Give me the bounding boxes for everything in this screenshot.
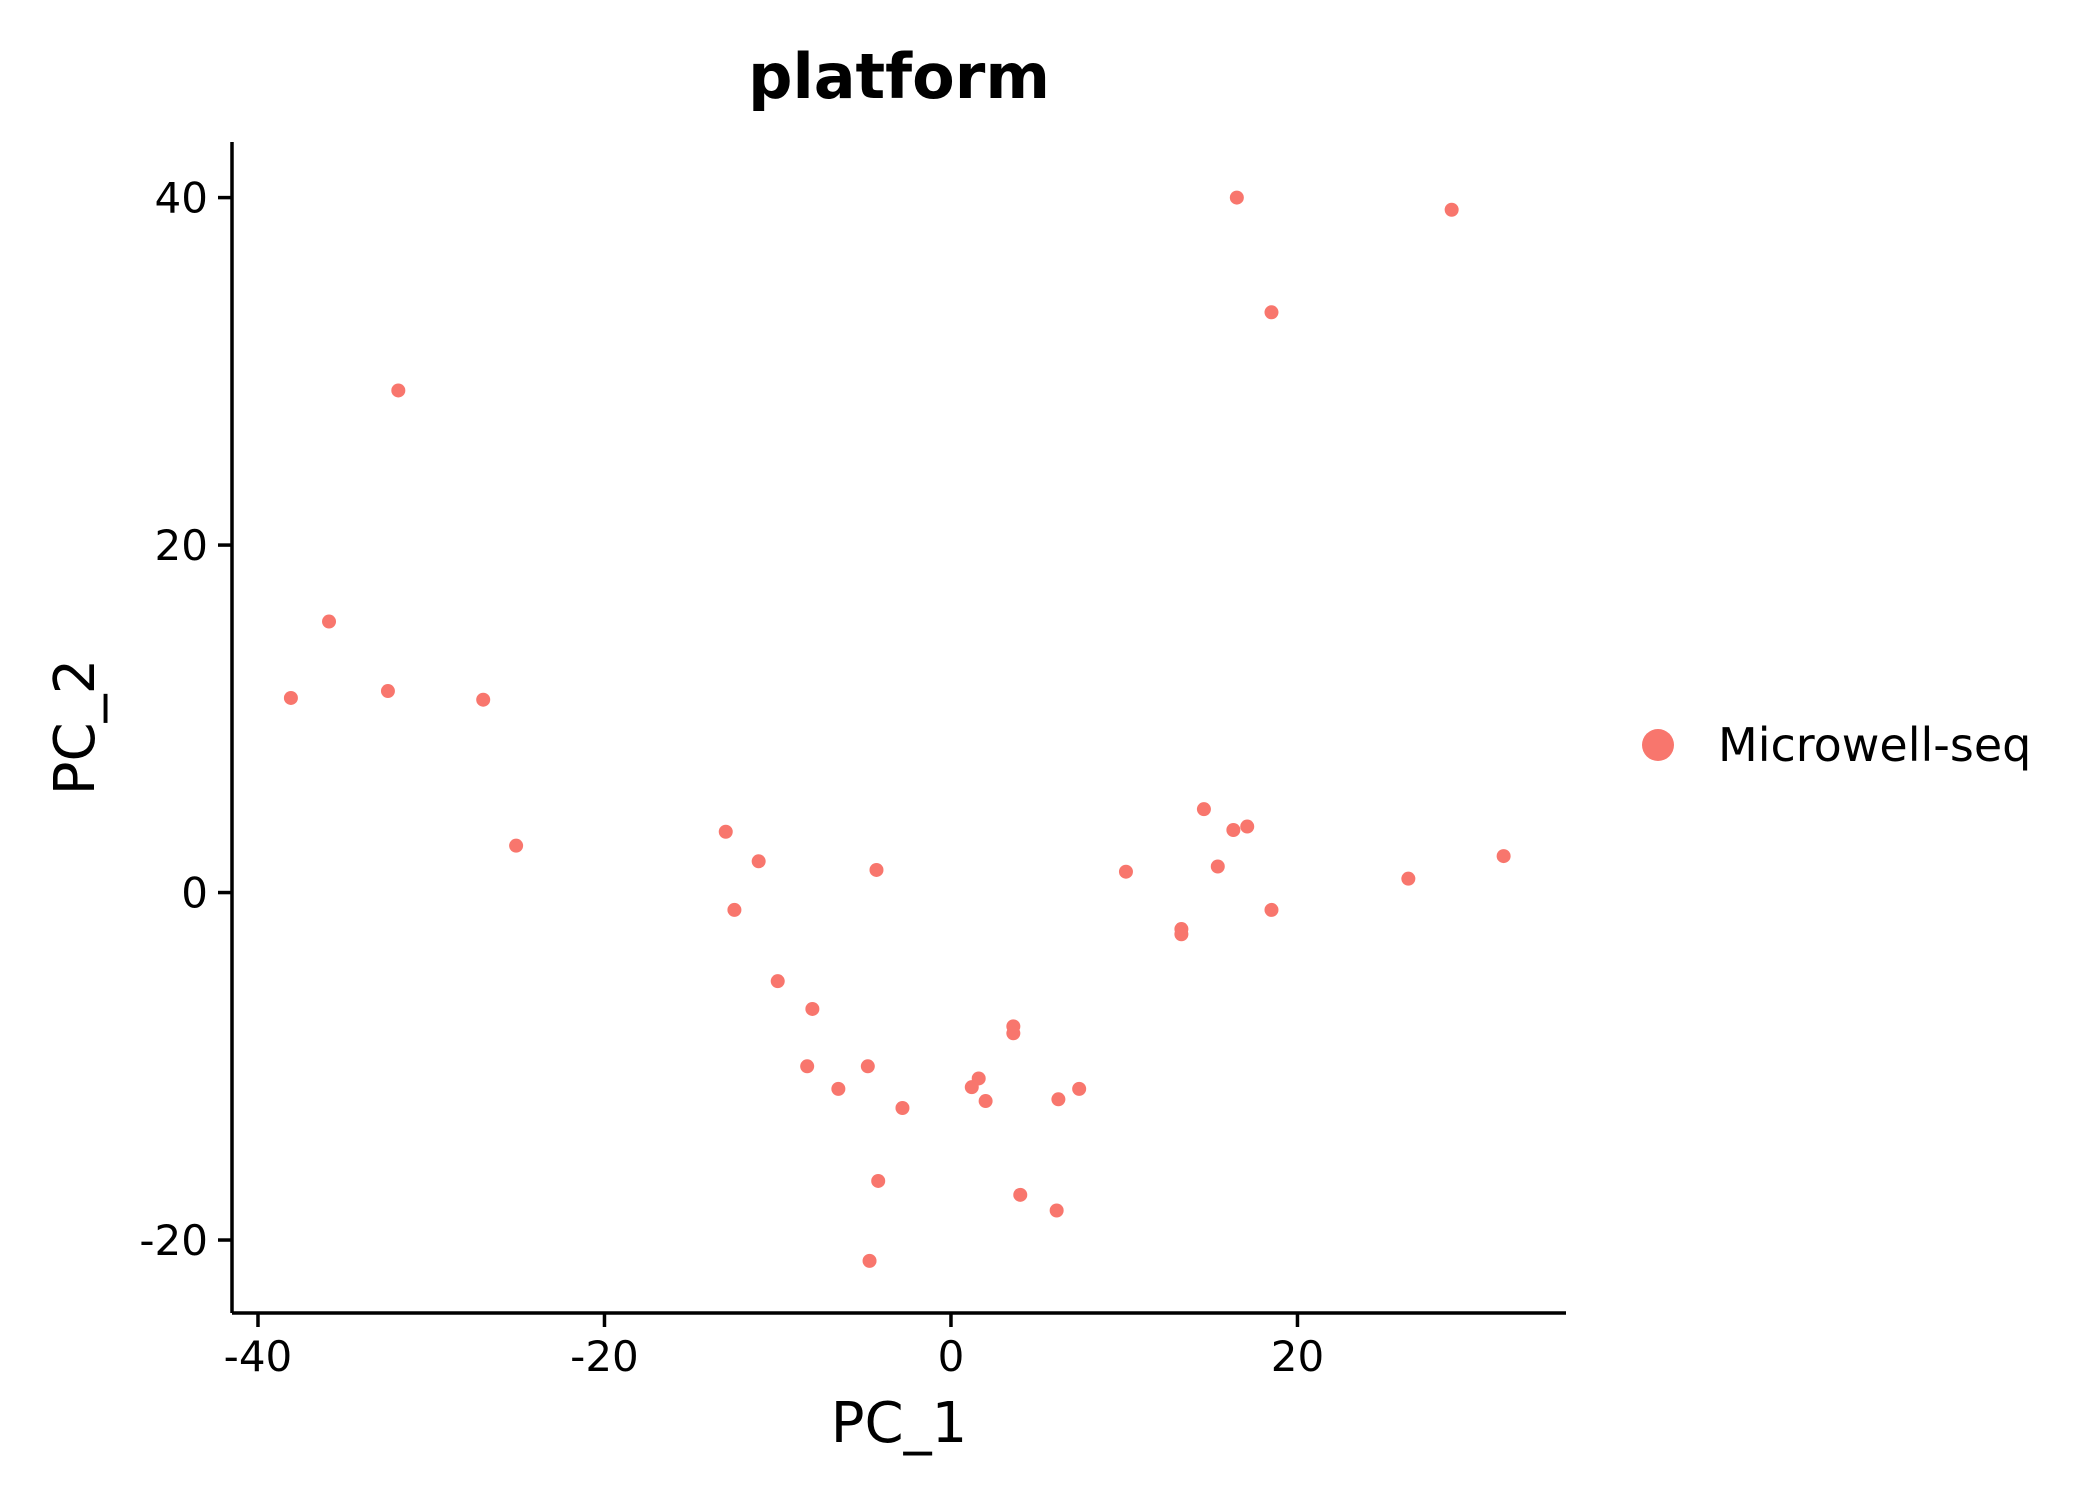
data-point [1264,305,1279,320]
data-point [1496,849,1511,864]
legend-label-microwell-seq: Microwell-seq [1718,718,2031,772]
y-axis-label: PC_2 [43,659,108,796]
legend-key-microwell-seq [1642,729,1674,761]
data-point [978,1094,993,1109]
data-point [862,1253,877,1268]
axes: -40 -20 0 20 -20 0 20 40 [139,142,1566,1381]
y-tick-label: 20 [155,521,208,570]
x-tick-label: -40 [224,1332,293,1381]
x-axis-label: PC_1 [831,1391,968,1456]
x-tick-label: 20 [1271,1332,1324,1381]
data-point [800,1059,815,1074]
data-point [1196,802,1211,817]
chart-title: platform [748,40,1050,113]
data-point [476,692,491,707]
data-point [727,902,742,917]
data-point [1049,1203,1064,1218]
data-point [1229,190,1244,205]
data-point [805,1001,820,1016]
data-point [1006,1026,1021,1041]
data-point [1210,859,1225,874]
data-point [380,684,395,699]
data-point [1174,927,1189,942]
data-point [509,838,524,853]
data-point [1401,871,1416,886]
y-tick-label: 0 [181,869,208,918]
data-point [860,1059,875,1074]
y-tick-label: 40 [155,174,208,223]
data-point [831,1081,846,1096]
data-point [770,974,785,989]
data-point [871,1173,886,1188]
y-tick-label: -20 [139,1216,208,1265]
data-point [869,862,884,877]
data-point [718,824,733,839]
data-points [283,190,1511,1268]
data-point [1013,1187,1028,1202]
data-point [1072,1081,1087,1096]
x-tick-label: 0 [938,1332,965,1381]
data-point [1118,864,1133,879]
data-point [1444,202,1459,217]
data-point [1226,823,1241,838]
data-point [283,690,298,705]
data-point [971,1071,986,1086]
legend: Microwell-seq [1642,718,2031,772]
data-point [895,1100,910,1115]
data-point [751,854,766,869]
data-point [1051,1092,1066,1107]
data-point [1264,902,1279,917]
data-point [1240,819,1255,834]
data-point [322,614,337,629]
data-point [391,383,406,398]
x-tick-label: -20 [570,1332,639,1381]
